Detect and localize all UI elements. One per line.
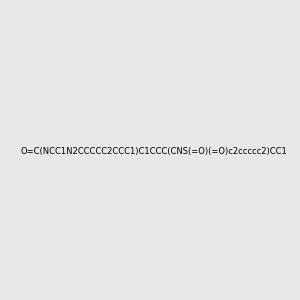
Text: O=C(NCC1N2CCCCC2CCC1)C1CCC(CNS(=O)(=O)c2ccccc2)CC1: O=C(NCC1N2CCCCC2CCC1)C1CCC(CNS(=O)(=O)c2… (20, 147, 287, 156)
